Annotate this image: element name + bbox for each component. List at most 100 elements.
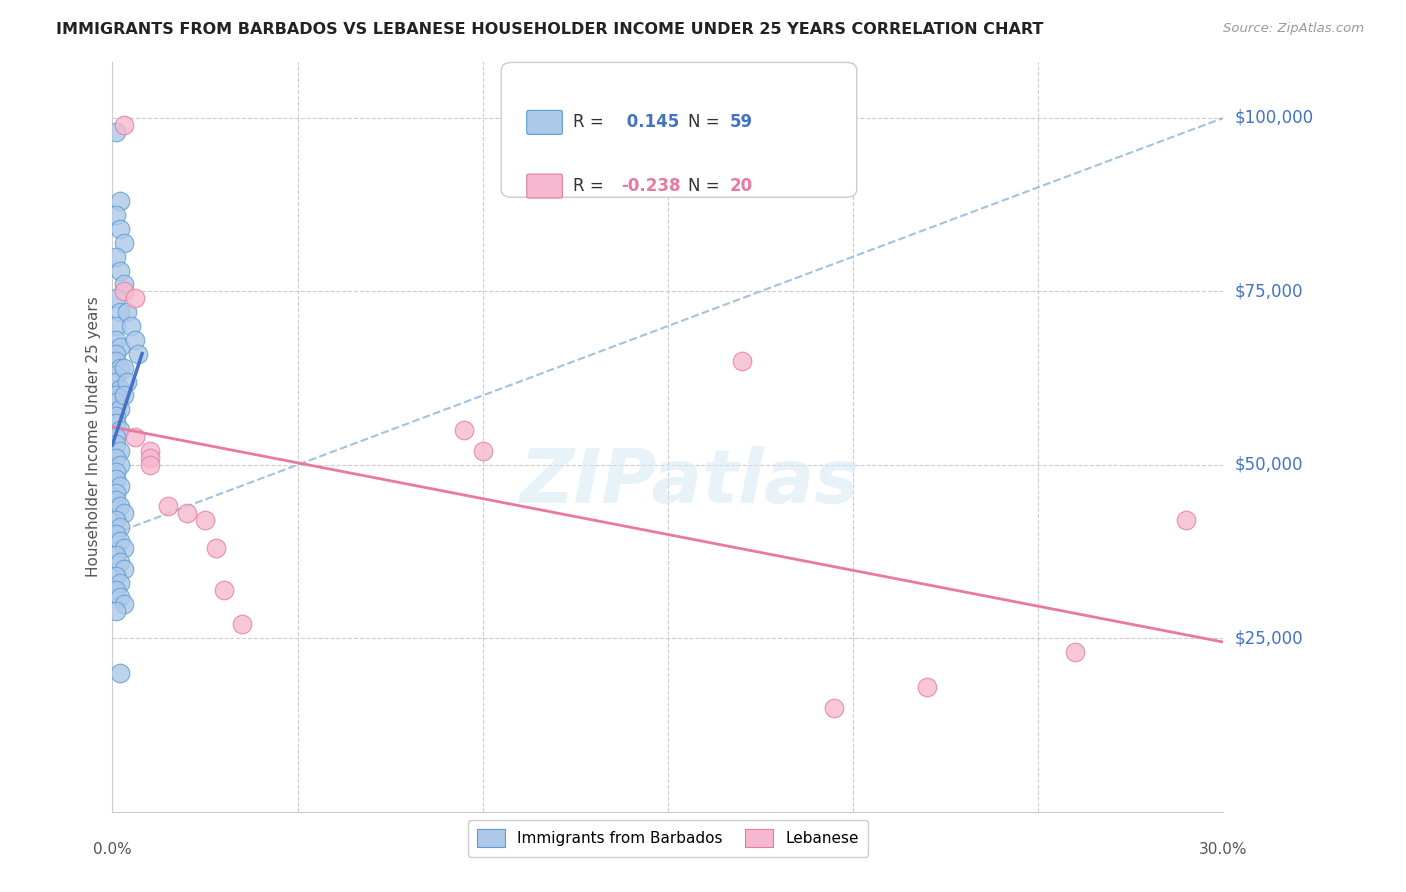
Point	[176, 507, 198, 521]
Text: $50,000: $50,000	[1234, 456, 1303, 474]
Point	[112, 541, 135, 555]
Point	[108, 478, 131, 492]
Point	[105, 319, 128, 334]
Point	[231, 617, 253, 632]
Text: ZIPatlas: ZIPatlas	[520, 445, 860, 518]
Text: 30.0%: 30.0%	[1199, 842, 1247, 857]
Point	[105, 569, 128, 583]
Point	[105, 513, 128, 527]
Text: 0.0%: 0.0%	[93, 842, 132, 857]
Text: R =: R =	[574, 113, 609, 131]
Point	[108, 665, 131, 680]
Point	[108, 340, 131, 354]
Point	[138, 444, 160, 458]
Point	[120, 319, 142, 334]
Point	[112, 277, 135, 292]
Point	[105, 368, 128, 382]
FancyBboxPatch shape	[527, 111, 562, 135]
Point	[105, 353, 128, 368]
Point	[108, 458, 131, 472]
Point	[112, 597, 135, 611]
Point	[194, 513, 217, 527]
Point	[108, 500, 131, 514]
Point	[212, 582, 235, 597]
Point	[108, 402, 131, 417]
Point	[105, 291, 128, 305]
Point	[108, 520, 131, 534]
Point	[105, 485, 128, 500]
Point	[105, 582, 128, 597]
FancyBboxPatch shape	[501, 62, 856, 197]
Text: IMMIGRANTS FROM BARBADOS VS LEBANESE HOUSEHOLDER INCOME UNDER 25 YEARS CORRELATI: IMMIGRANTS FROM BARBADOS VS LEBANESE HOU…	[56, 22, 1043, 37]
Point	[105, 450, 128, 465]
Text: Source: ZipAtlas.com: Source: ZipAtlas.com	[1223, 22, 1364, 36]
Point	[1175, 513, 1198, 527]
Point	[105, 333, 128, 347]
Point	[105, 465, 128, 479]
Point	[117, 375, 139, 389]
Point	[112, 235, 135, 250]
Text: 59: 59	[730, 113, 754, 131]
Point	[124, 291, 146, 305]
Point	[157, 500, 180, 514]
Point	[108, 555, 131, 569]
Point	[124, 430, 146, 444]
Point	[108, 590, 131, 604]
Point	[105, 250, 128, 264]
Point	[127, 347, 149, 361]
Point	[108, 222, 131, 236]
Point	[105, 416, 128, 430]
Point	[731, 353, 754, 368]
Text: $75,000: $75,000	[1234, 283, 1303, 301]
Point	[138, 450, 160, 465]
Point	[108, 575, 131, 590]
Legend: Immigrants from Barbados, Lebanese: Immigrants from Barbados, Lebanese	[468, 820, 868, 856]
Point	[105, 395, 128, 409]
Point	[124, 333, 146, 347]
Point	[105, 603, 128, 617]
Text: 20: 20	[730, 178, 754, 195]
Text: N =: N =	[688, 113, 724, 131]
Point	[453, 423, 475, 437]
Point	[112, 562, 135, 576]
Point	[105, 548, 128, 562]
Point	[112, 285, 135, 299]
Point	[1064, 645, 1087, 659]
Text: $25,000: $25,000	[1234, 629, 1303, 648]
Point	[108, 194, 131, 209]
Point	[112, 388, 135, 402]
Point	[105, 409, 128, 424]
Point	[205, 541, 228, 555]
Text: 0.145: 0.145	[621, 113, 679, 131]
Point	[105, 437, 128, 451]
Point	[108, 382, 131, 396]
FancyBboxPatch shape	[527, 174, 562, 198]
Point	[105, 492, 128, 507]
Text: $100,000: $100,000	[1234, 109, 1313, 127]
Point	[105, 347, 128, 361]
Point	[108, 534, 131, 549]
Point	[108, 444, 131, 458]
Text: R =: R =	[574, 178, 609, 195]
Point	[112, 360, 135, 375]
Text: -0.238: -0.238	[621, 178, 681, 195]
Point	[117, 305, 139, 319]
Point	[105, 472, 128, 486]
Point	[471, 444, 494, 458]
Point	[915, 680, 938, 694]
Point	[108, 360, 131, 375]
Point	[138, 458, 160, 472]
Point	[105, 208, 128, 222]
Point	[112, 118, 135, 132]
Y-axis label: Householder Income Under 25 years: Householder Income Under 25 years	[86, 297, 101, 577]
Point	[105, 527, 128, 541]
Text: N =: N =	[688, 178, 724, 195]
Point	[112, 507, 135, 521]
Point	[105, 375, 128, 389]
Point	[105, 388, 128, 402]
Point	[105, 125, 128, 139]
Point	[105, 430, 128, 444]
Point	[108, 305, 131, 319]
Point	[108, 263, 131, 277]
Point	[108, 423, 131, 437]
